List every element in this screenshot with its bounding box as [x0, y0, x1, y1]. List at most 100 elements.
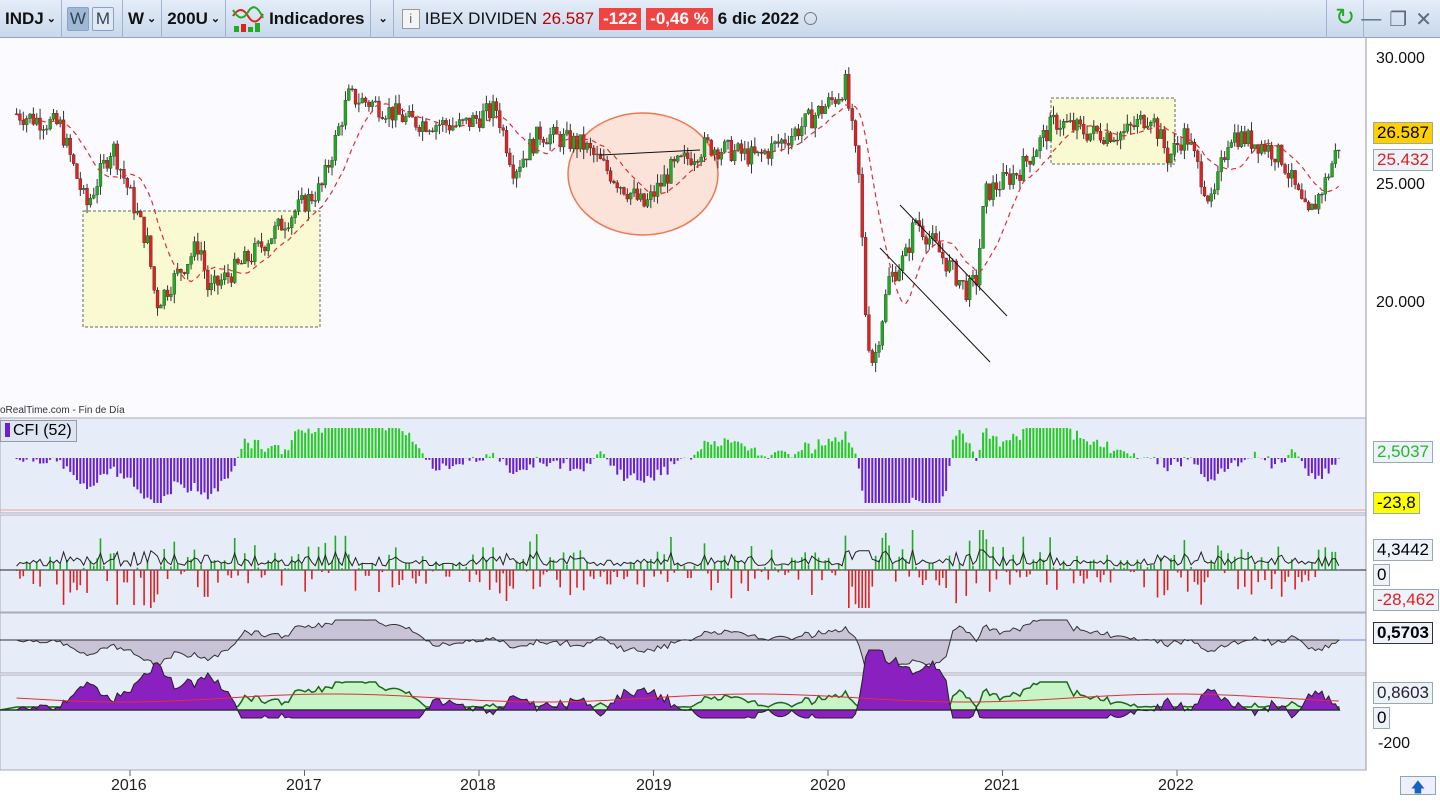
cfi-bar: [985, 428, 987, 458]
cfi-legend[interactable]: CFI (52): [0, 420, 77, 442]
info-icon[interactable]: i: [402, 9, 420, 29]
scroll-up-button[interactable]: 🡅: [1400, 776, 1436, 795]
cfi-bar: [106, 458, 108, 474]
timeframe-dropdown[interactable]: W⌄: [123, 0, 162, 38]
cfi-bar: [274, 445, 276, 458]
candle: [579, 135, 582, 149]
momentum-bar: [965, 570, 967, 596]
candle: [978, 248, 981, 285]
momentum-bar: [757, 569, 759, 570]
cfi-bar: [777, 451, 779, 458]
candle: [173, 273, 176, 294]
momentum-bar: [33, 570, 35, 584]
cfi-bar: [875, 458, 877, 503]
weekly-button[interactable]: W: [67, 7, 89, 31]
candle: [273, 226, 276, 239]
cfi-bar: [1133, 453, 1135, 458]
cfi-bar: [942, 458, 944, 496]
cfi-bar: [787, 454, 789, 458]
cfi-bar: [489, 457, 491, 458]
momentum-bar: [855, 570, 857, 604]
candle: [753, 147, 756, 153]
indicators-button[interactable]: Indicadores: [226, 0, 370, 38]
momentum-bar: [791, 558, 793, 570]
candle: [1102, 140, 1105, 144]
symbol-dropdown[interactable]: INDJ⌄: [0, 0, 62, 38]
candle: [589, 143, 592, 148]
cfi-bar: [264, 452, 266, 458]
bars-dropdown[interactable]: 200U⌄: [162, 0, 226, 38]
p2-high-value: 4,3442: [1373, 539, 1433, 561]
indicators-dropdown[interactable]: ⌄: [371, 0, 394, 38]
candle: [287, 228, 290, 229]
candle: [1327, 177, 1330, 178]
chart-area[interactable]: [0, 38, 1440, 795]
momentum-bar: [73, 570, 75, 583]
monthly-button[interactable]: M: [92, 7, 114, 31]
candle: [837, 99, 840, 103]
candle: [968, 278, 971, 299]
ma-value-marker: 25.432: [1373, 149, 1433, 171]
cfi-bar: [693, 455, 695, 458]
candle: [320, 184, 323, 185]
momentum-bar: [1328, 569, 1330, 570]
cfi-bar: [157, 458, 159, 503]
cfi-bar: [895, 458, 897, 503]
candle: [609, 171, 612, 182]
momentum-bar: [1194, 570, 1196, 582]
momentum-bar: [1301, 570, 1303, 582]
cfi-bar: [1173, 458, 1175, 459]
minimize-icon[interactable]: —: [1361, 8, 1381, 31]
cfi-bar: [855, 454, 857, 458]
p4-value: 0,8603: [1373, 682, 1433, 704]
close-icon[interactable]: ✕: [1415, 7, 1432, 32]
cfi-bar: [63, 458, 65, 469]
candle: [45, 129, 48, 130]
cfi-bar: [1153, 457, 1155, 458]
momentum-bar: [915, 567, 917, 570]
momentum-bar: [83, 568, 85, 570]
candle: [894, 272, 897, 280]
cfi-bar: [1190, 457, 1192, 458]
cfi-bar: [542, 458, 544, 464]
indicators-icon: [231, 4, 265, 34]
cfi-bar: [1002, 442, 1004, 458]
cfi-bar: [361, 428, 363, 458]
candle: [49, 119, 52, 129]
cfi-label: CFI (52): [13, 422, 72, 439]
candle: [612, 181, 615, 182]
candle: [1116, 140, 1119, 141]
candle: [1133, 125, 1136, 126]
candle: [1290, 170, 1293, 178]
candle: [522, 159, 525, 167]
candle: [354, 89, 357, 104]
momentum-bar: [892, 564, 894, 570]
momentum-bar: [526, 570, 528, 571]
momentum-bar: [113, 553, 115, 570]
cfi-bar: [1281, 458, 1283, 463]
cfi-bar: [720, 445, 722, 458]
momentum-bar: [395, 547, 397, 570]
momentum-bar: [996, 570, 998, 579]
restore-icon[interactable]: ❐: [1389, 7, 1407, 32]
cfi-bar: [834, 437, 836, 458]
cfi-bar: [1200, 458, 1202, 474]
cfi-bar: [764, 456, 766, 458]
cfi-bar: [818, 439, 820, 458]
cfi-bar: [935, 458, 937, 503]
chevron-down-icon: ⌄: [147, 12, 156, 25]
cfi-bar: [338, 428, 340, 458]
cfi-bar: [878, 458, 880, 503]
cfi-bar: [657, 458, 659, 470]
p3-value: 0,5703: [1373, 622, 1433, 644]
candle: [616, 183, 619, 188]
momentum-bar: [311, 570, 313, 579]
cfi-bar: [1039, 428, 1041, 458]
cfi-bar: [928, 458, 930, 503]
momentum-bar: [1214, 564, 1216, 570]
candle: [495, 102, 498, 111]
candle: [424, 122, 427, 132]
refresh-icon[interactable]: ↻: [1326, 0, 1364, 38]
cfi-bar: [46, 458, 48, 463]
momentum-bar: [519, 564, 521, 570]
